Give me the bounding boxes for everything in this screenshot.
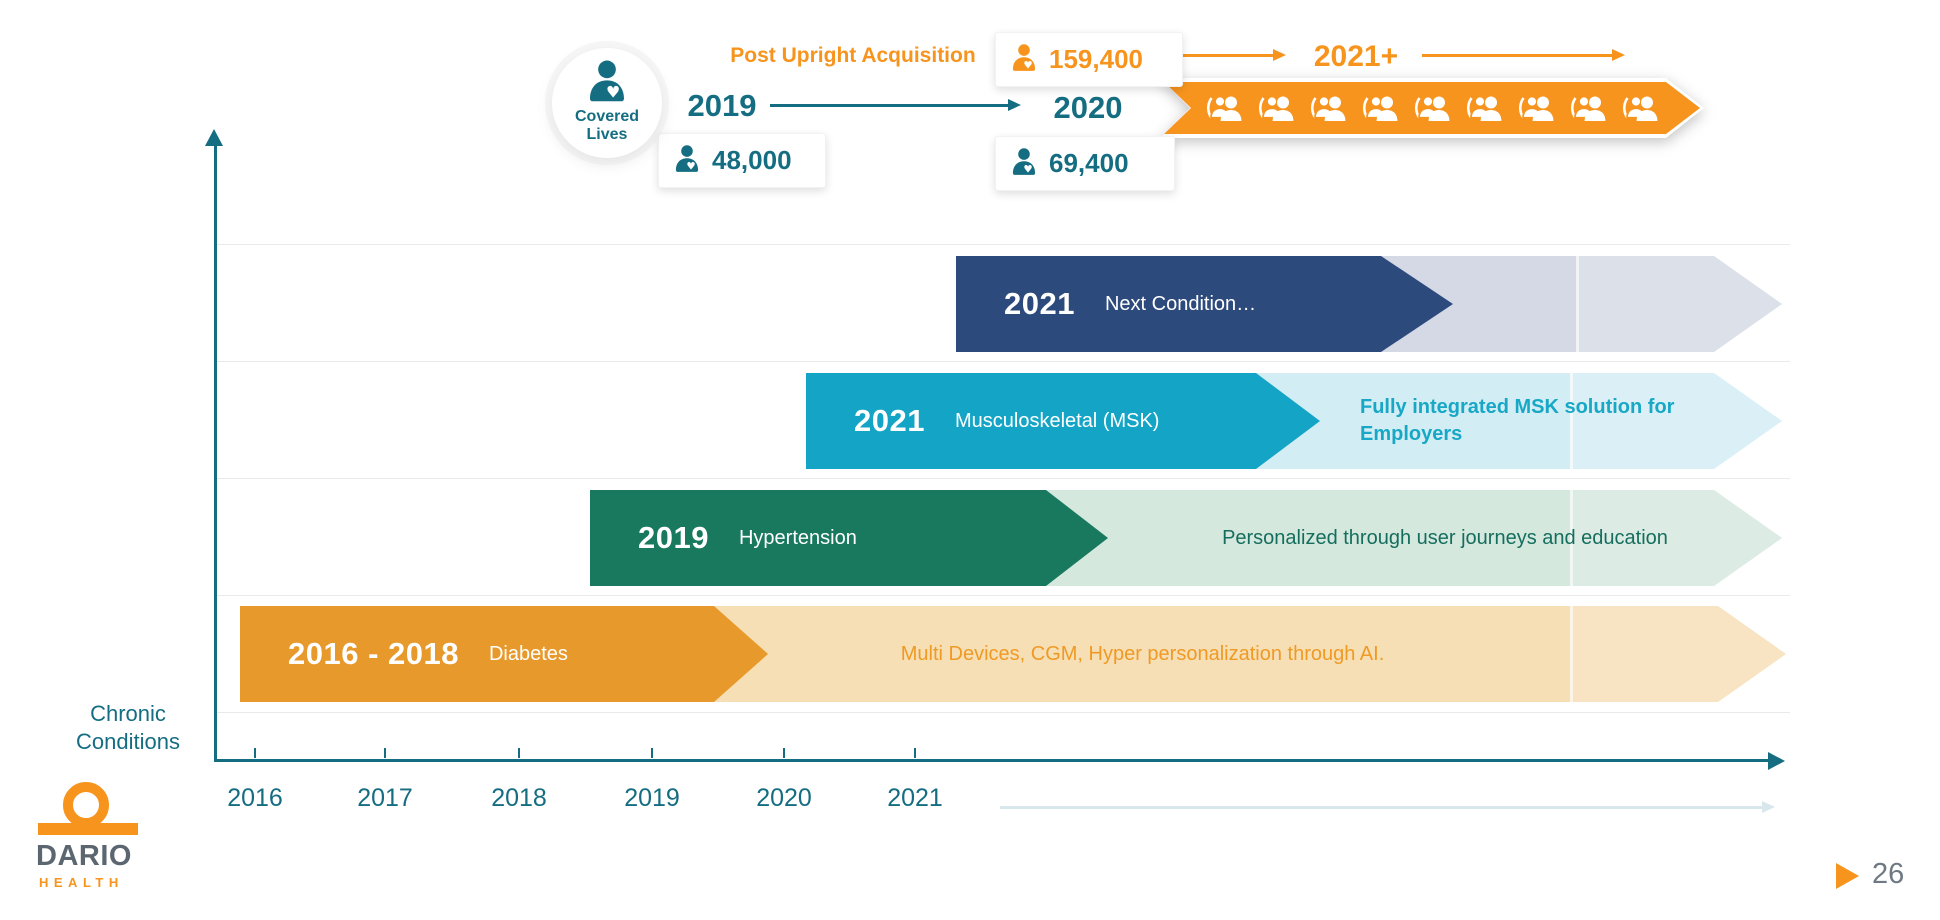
top-year-2019: 2019 [687,88,757,123]
post-upright-acquisition-label: Post Upright Acquisition [730,44,976,67]
people-group-icon [1464,93,1504,124]
y-axis [214,146,217,762]
dario-logo-icon [38,823,138,835]
top-year-2021plus: 2021+ [1313,40,1399,73]
arrow-to-2021plus [1176,49,1286,61]
dario-logo-icon [63,782,109,828]
note-msk: Fully integrated MSK solution for Employ… [1360,396,1675,445]
timeline-bar-diabetes: 2016 - 2018 Diabetes [240,606,768,702]
trail-divider [1576,256,1579,352]
person-heart-icon: ♥ [584,57,630,108]
brand-name: DARIO [36,840,132,872]
arrow-from-2021plus [1422,49,1625,61]
svg-text:♥: ♥ [606,83,620,102]
row-separator [216,361,1790,362]
top-year-2020: 2020 [1053,90,1123,125]
x-axis [214,759,1770,762]
covered-lives-2021-badge: ♥ 159,400 [995,32,1183,87]
bar-period: 2016 - 2018 [288,636,459,671]
person-heart-icon: ♥ [672,143,702,178]
person-heart-icon: ♥ [1009,42,1039,77]
arrow-2019-to-2020 [770,99,1021,111]
covered-lives-2020-badge: ♥ 69,400 [995,136,1175,191]
timeline-bar-next-condition: 2021 Next Condition… [956,256,1453,352]
person-heart-icon: ♥ [1009,146,1039,181]
row-separator [216,595,1790,596]
bar-condition: Hypertension [738,526,857,549]
x-tick-label: 2018 [491,784,547,812]
covered-lives-label-1: Covered [574,108,640,125]
covered-lives-2019-badge: ♥ 48,000 [658,133,826,188]
covered-lives-2020-value: 69,400 [1049,148,1129,178]
trail-segment [1570,606,1786,702]
bar-condition: Musculoskeletal (MSK) [954,409,1160,432]
x-tick [783,748,785,758]
banner-outline [1160,78,1704,138]
brand-subname: HEALTH [39,875,124,890]
people-group-icon [1308,93,1348,124]
people-group-icon [1568,93,1608,124]
bar-period: 2019 [638,520,709,555]
svg-text:♥: ♥ [1023,60,1032,72]
timeline-bar-msk: 2021 Musculoskeletal (MSK) [806,373,1320,469]
timeline-bar-hypertension: 2019 Hypertension [590,490,1108,586]
row-separator [216,712,1790,713]
covered-lives-2021-value: 159,400 [1049,44,1143,74]
note-diabetes: Multi Devices, CGM, Hyper personalizatio… [900,642,1385,665]
people-group-icon [1360,93,1400,124]
trail-divider [1570,373,1573,469]
people-growth-banner [1160,78,1704,138]
x-tick-label: 2017 [357,784,413,812]
x-tick [384,748,386,758]
bar-condition: Next Condition… [1104,292,1257,315]
x-tick-label: 2019 [624,784,680,812]
people-group-icon [1412,93,1452,124]
x-tick [518,748,520,758]
x-tick-label: 2016 [227,784,283,812]
people-group-icon [1204,93,1244,124]
y-axis-label: Chronic Conditions [76,701,180,754]
trail-divider [1570,606,1573,702]
trail-segment [1576,256,1782,352]
people-group-icon [1620,93,1660,124]
x-tick [914,748,916,758]
people-group-icon [1256,93,1296,124]
note-hypertension: Personalized through user journeys and e… [1222,526,1668,549]
bar-condition: Diabetes [488,642,568,665]
bar-period: 2021 [1004,286,1075,321]
x-axis-arrowhead-icon [1768,752,1785,770]
row-separator [216,478,1790,479]
page-marker-triangle-icon [1836,863,1859,889]
people-group-icon [1516,93,1556,124]
row-separator [216,244,1790,245]
trail-divider [1570,490,1573,586]
covered-lives-badge: ♥ Covered Lives [552,48,662,158]
page-number: 26 [1872,858,1905,890]
x-tick [254,748,256,758]
svg-text:♥: ♥ [686,161,695,173]
bar-period: 2021 [854,403,925,438]
future-faded-arrow [1000,801,1775,813]
x-tick-label: 2021 [887,784,943,812]
banner-people-row [1164,82,1700,134]
x-tick [651,748,653,758]
covered-lives-2019-value: 48,000 [712,145,792,175]
y-axis-arrowhead-icon [205,129,223,146]
covered-lives-label-2: Lives [586,126,628,143]
x-tick-label: 2020 [756,784,812,812]
svg-text:♥: ♥ [1023,164,1032,176]
